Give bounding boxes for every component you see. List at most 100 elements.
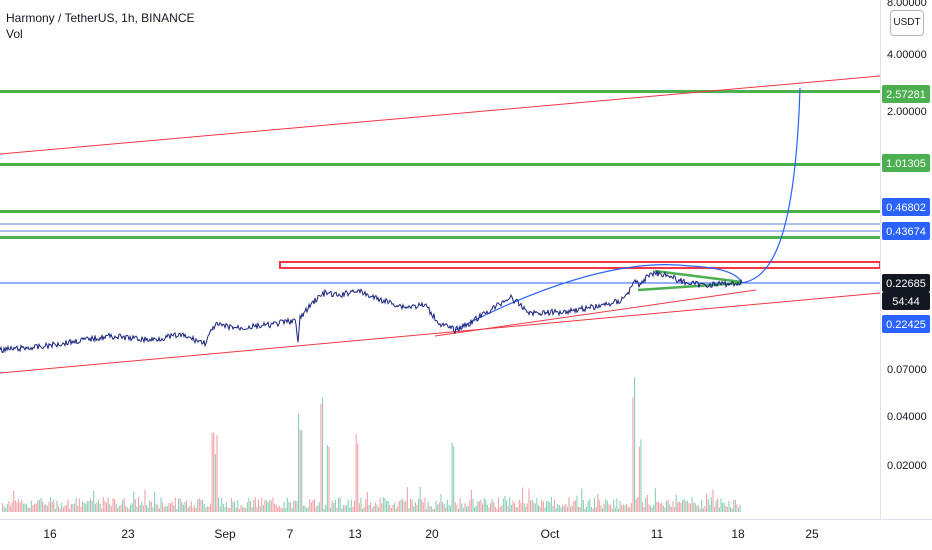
projection-curve <box>741 87 801 284</box>
volume-bar <box>464 503 466 512</box>
volume-bar <box>86 501 88 512</box>
volume-bar <box>686 500 688 512</box>
volume-bar <box>419 486 421 512</box>
volume-bar <box>54 508 56 512</box>
volume-bar <box>211 433 213 512</box>
volume-bar <box>104 500 106 512</box>
volume-bar <box>728 501 730 512</box>
volume-bar <box>278 505 280 512</box>
volume-bar <box>506 500 508 512</box>
volume-bar <box>352 506 354 512</box>
volume-bar <box>154 491 156 512</box>
volume-bar <box>173 505 175 512</box>
volume-bar <box>358 503 360 512</box>
volume-bar <box>74 503 76 512</box>
volume-bar <box>205 507 207 512</box>
volume-bar <box>322 397 324 512</box>
volume-bar <box>704 506 706 512</box>
volume-bar <box>34 503 36 512</box>
volume-bar <box>557 503 559 512</box>
volume-bar <box>40 497 42 512</box>
volume-bar <box>690 503 692 512</box>
volume-bar <box>35 503 37 512</box>
volume-bar <box>43 505 45 512</box>
volume-bar <box>254 497 256 512</box>
volume-bar <box>405 500 407 512</box>
tag-current-price: 0.22685 <box>882 274 930 292</box>
volume-bar <box>648 504 650 512</box>
volume-bar <box>160 497 162 512</box>
volume-bar <box>62 507 64 512</box>
volume-bar <box>565 503 567 512</box>
volume-bar <box>726 506 728 512</box>
volume-bar <box>392 504 394 512</box>
volume-bar <box>168 503 170 512</box>
volume-bar <box>346 505 348 512</box>
volume-bar <box>302 505 304 512</box>
volume-bar <box>115 504 117 512</box>
volume-bar <box>30 500 32 512</box>
volume-bar <box>131 503 133 512</box>
upper-red-trendline <box>0 75 881 155</box>
volume-bar <box>170 503 172 512</box>
volume-bar <box>403 501 405 512</box>
volume-bar <box>542 501 544 512</box>
volume-bar <box>354 500 356 512</box>
volume-bar <box>349 507 351 512</box>
volume-bar <box>128 508 130 512</box>
volume-bar <box>98 500 100 512</box>
volume-bar <box>376 504 378 512</box>
volume-bar <box>590 506 592 512</box>
volume-bar <box>45 504 47 512</box>
volume-bar <box>109 504 111 512</box>
volume-bar <box>272 497 274 512</box>
volume-bar <box>517 507 519 512</box>
tag-countdown-label: 54:44 <box>892 296 920 308</box>
volume-bar <box>328 447 330 512</box>
volume-bar <box>232 501 234 512</box>
volume-bar <box>421 499 423 512</box>
volume-bar <box>216 435 218 512</box>
volume-bar <box>384 498 386 512</box>
volume-bar <box>386 500 388 512</box>
volume-indicator-label[interactable]: Vol <box>6 27 23 41</box>
volume-bar <box>592 508 594 512</box>
volume-bar <box>530 500 532 512</box>
volume-bar <box>210 503 212 512</box>
volume-bar <box>586 506 588 512</box>
volume-bar <box>494 506 496 512</box>
volume-bar <box>389 504 391 512</box>
volume-bar <box>424 497 426 512</box>
volume-bar <box>3 506 5 512</box>
volume-bar <box>626 504 628 512</box>
volume-bar <box>203 503 205 512</box>
volume-bar <box>51 502 53 512</box>
volume-bar <box>616 498 618 512</box>
currency-unit-button[interactable]: USDT <box>890 10 924 36</box>
trendlines <box>0 75 881 374</box>
volume-bar <box>394 502 396 512</box>
volume-bar <box>360 497 362 512</box>
volume-bar <box>330 507 332 512</box>
volume-bar <box>130 504 132 512</box>
tag-0-46802-label: 0.46802 <box>886 202 926 214</box>
volume-bar <box>261 497 263 512</box>
volume-bar <box>240 505 242 512</box>
volume-bar <box>627 506 629 512</box>
tag-0-43674-label: 0.43674 <box>886 226 926 238</box>
volume-bar <box>397 506 399 512</box>
volume-bar <box>605 499 607 512</box>
volume-bar <box>206 506 208 512</box>
volume-bar <box>227 507 229 512</box>
volume-bar <box>133 491 135 512</box>
volume-bar <box>594 498 596 512</box>
tag-0-22425-bg <box>882 315 930 333</box>
volume-bar <box>710 497 712 512</box>
tag-2-57281-label: 2.57281 <box>886 89 926 101</box>
volume-bar <box>250 501 252 512</box>
volume-bar <box>651 507 653 512</box>
volume-bar <box>93 491 95 512</box>
volume-bar <box>629 507 631 512</box>
